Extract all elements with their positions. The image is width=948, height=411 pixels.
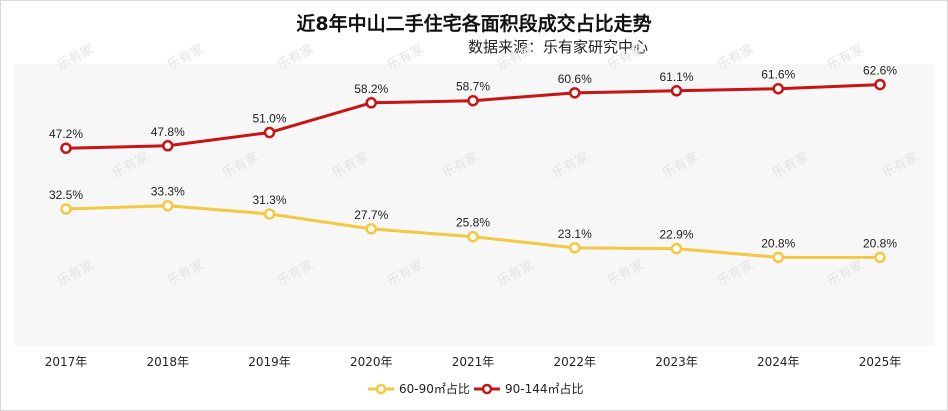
- legend: 60-90㎡占比 90-144㎡占比: [368, 381, 584, 396]
- data-point: [772, 251, 784, 264]
- data-label: 20.8%: [863, 236, 897, 250]
- x-tick-label: 2021年: [452, 355, 495, 369]
- data-label: 62.6%: [863, 64, 897, 78]
- data-label: 32.5%: [49, 188, 83, 202]
- series-1: 32.5% 33.3% 31.3% 27.7% 25.8% 23.1% 22.9% 20.8%…: [49, 185, 897, 264]
- x-tick-label: 2023年: [655, 355, 698, 369]
- series-layer: 32.5% 33.3% 31.3% 27.7% 25.8% 23.1% 22.9% 20.8%…: [49, 64, 897, 264]
- legend-marker: [481, 383, 493, 395]
- data-point: [772, 82, 784, 95]
- data-label: 25.8%: [456, 216, 490, 230]
- x-tick-label: 2024年: [757, 355, 800, 369]
- legend-label: 90-144㎡占比: [505, 381, 584, 396]
- data-label: 51.0%: [252, 112, 286, 126]
- data-label: 33.3%: [151, 185, 185, 199]
- x-tick-label: 2020年: [350, 355, 393, 369]
- data-point: [670, 242, 683, 255]
- data-label: 31.3%: [252, 193, 286, 207]
- legend-marker: [375, 383, 387, 395]
- data-point: [874, 251, 886, 264]
- x-tick-label: 2017年: [45, 355, 88, 369]
- data-label: 61.6%: [761, 68, 795, 82]
- data-point: [467, 94, 479, 107]
- data-point: [162, 199, 174, 212]
- data-point: [569, 242, 581, 254]
- data-label: 58.7%: [456, 80, 490, 94]
- data-label: 60.6%: [558, 72, 592, 86]
- data-point: [467, 230, 479, 243]
- data-point: [365, 97, 377, 109]
- data-point: [263, 208, 276, 220]
- x-tick-label: 2022年: [553, 355, 596, 369]
- data-point: [365, 223, 377, 235]
- data-point: [874, 78, 886, 91]
- data-point: [569, 87, 581, 99]
- chart-subtitle: 数据来源：乐有家研究中心: [467, 38, 648, 56]
- x-tick-label: 2018年: [146, 355, 189, 369]
- chart-title: 近8年中山二手住宅各面积段成交占比走势: [296, 13, 652, 35]
- x-axis: 2017年 2018年 2019年 2020年 2021年 2022年 2023年 2024年…: [45, 355, 902, 369]
- data-label: 20.8%: [761, 236, 795, 250]
- data-label: 27.7%: [354, 208, 388, 222]
- data-label: 61.1%: [659, 70, 693, 84]
- data-point: [60, 142, 72, 154]
- data-point: [60, 203, 72, 215]
- data-point: [670, 85, 683, 97]
- series-2: 47.2% 47.8% 51.0% 58.2% 58.7% 60.6% 61.1% 61.6%…: [49, 64, 897, 154]
- data-label: 47.8%: [151, 125, 185, 139]
- data-label: 22.9%: [659, 228, 693, 242]
- data-label: 47.2%: [49, 127, 83, 141]
- data-label: 23.1%: [558, 227, 592, 241]
- data-point: [263, 126, 276, 139]
- x-tick-label: 2025年: [859, 355, 902, 369]
- data-label: 58.2%: [354, 82, 388, 96]
- data-point: [162, 140, 174, 152]
- legend-label: 60-90㎡占比: [399, 381, 470, 396]
- x-tick-label: 2019年: [248, 355, 291, 369]
